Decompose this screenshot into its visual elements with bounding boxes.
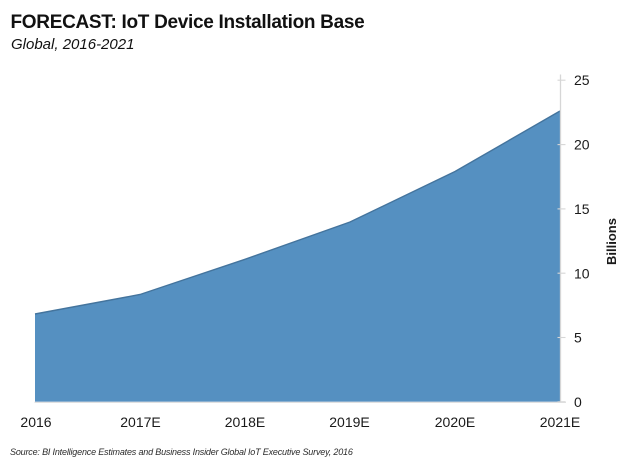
svg-text:2021E: 2021E (540, 414, 580, 430)
svg-text:Billions: Billions (604, 218, 619, 265)
svg-text:2018E: 2018E (225, 414, 265, 430)
svg-text:25: 25 (574, 72, 590, 88)
svg-text:2019E: 2019E (329, 414, 369, 430)
svg-text:2016: 2016 (20, 414, 51, 430)
svg-text:20: 20 (574, 137, 590, 153)
svg-text:10: 10 (574, 265, 590, 281)
svg-text:2017E: 2017E (120, 414, 160, 430)
svg-text:2020E: 2020E (435, 414, 475, 430)
svg-text:5: 5 (574, 330, 582, 346)
svg-text:15: 15 (574, 201, 590, 217)
svg-text:0: 0 (574, 394, 582, 410)
